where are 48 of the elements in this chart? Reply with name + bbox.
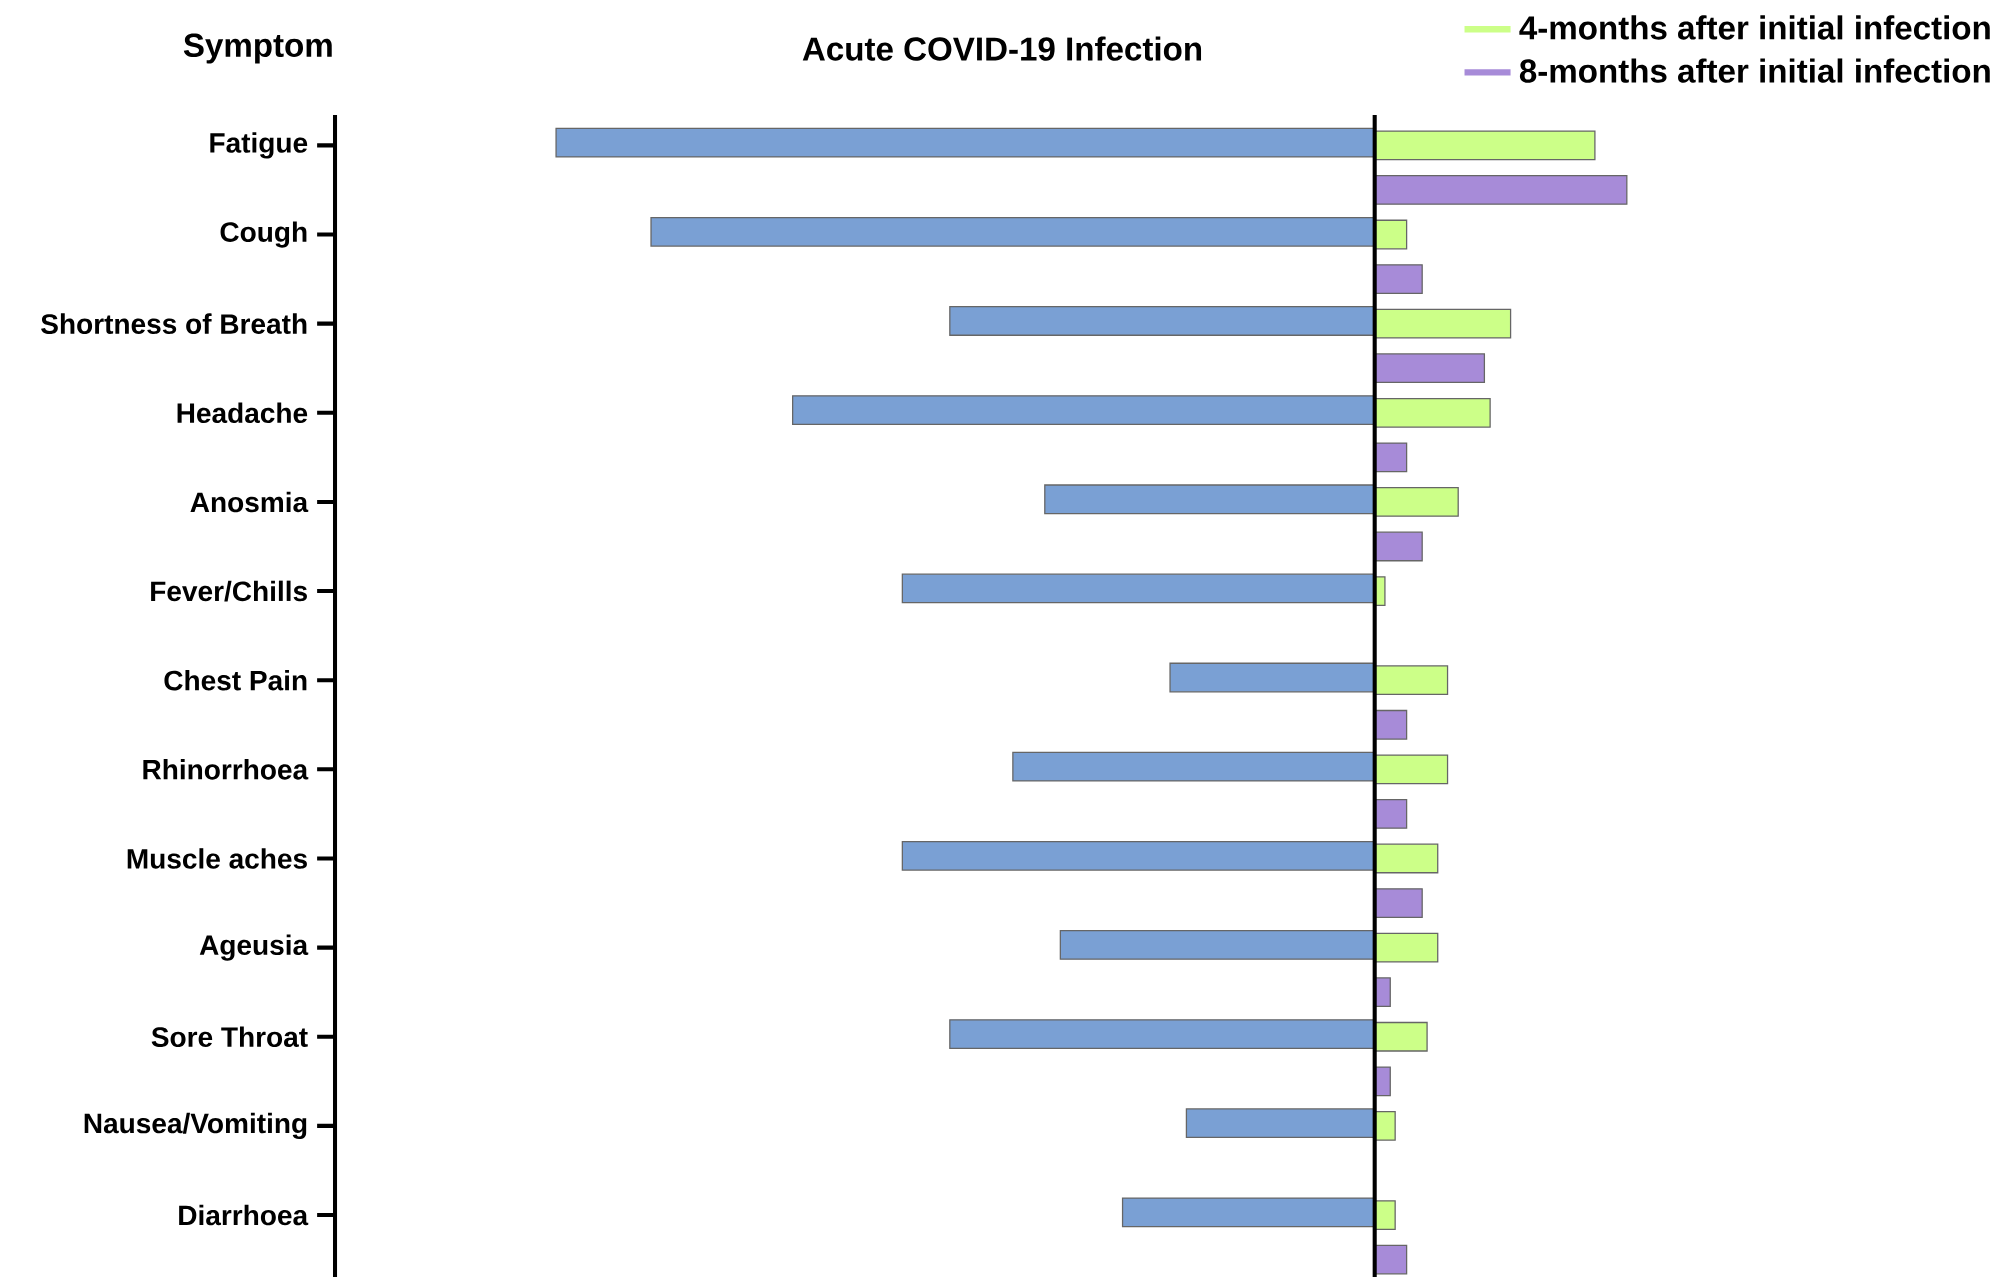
bar bbox=[1374, 798, 1408, 829]
bar bbox=[1374, 174, 1628, 205]
bar bbox=[1374, 843, 1439, 874]
bar bbox=[1374, 665, 1449, 695]
bar bbox=[1374, 531, 1423, 562]
y-tick-label: Anosmia bbox=[190, 491, 309, 513]
bar bbox=[949, 305, 1376, 336]
bar bbox=[1374, 353, 1486, 383]
legend-label: 8-months after initial infection bbox=[1519, 58, 1990, 83]
y-axis-title: Symptom bbox=[183, 33, 332, 64]
bar bbox=[1121, 1197, 1376, 1228]
y-tick-label: Fever/Chills bbox=[151, 580, 307, 602]
bar bbox=[1059, 929, 1376, 960]
bar bbox=[1374, 397, 1491, 428]
bar bbox=[1169, 662, 1376, 693]
y-tick-label: Chest Pain bbox=[164, 669, 307, 691]
bar bbox=[1012, 751, 1376, 782]
bar bbox=[1044, 484, 1376, 514]
bar bbox=[1374, 442, 1408, 473]
bar bbox=[901, 573, 1376, 604]
y-tick-label: Rhinorrhoea bbox=[143, 758, 309, 780]
bar bbox=[1185, 1108, 1376, 1138]
bar bbox=[1374, 1244, 1408, 1275]
y-tick-label: Muscle aches bbox=[127, 847, 307, 869]
y-tick-label: Shortness of Breath bbox=[41, 313, 307, 334]
bar bbox=[1374, 932, 1439, 963]
bar bbox=[792, 395, 1376, 425]
bar bbox=[1374, 263, 1423, 294]
y-tick-label: Diarrhoea bbox=[179, 1204, 309, 1226]
bar bbox=[949, 1018, 1376, 1049]
bar bbox=[1374, 1021, 1428, 1052]
bar bbox=[1374, 754, 1449, 785]
legend-label: 4-months after initial infection bbox=[1519, 15, 1990, 40]
y-tick-label: Fatigue bbox=[210, 132, 308, 159]
y-tick-label: Headache bbox=[177, 402, 308, 423]
y-tick-label: Ageusia bbox=[199, 934, 309, 961]
bar bbox=[1374, 887, 1423, 918]
bar bbox=[1374, 709, 1408, 740]
bar bbox=[901, 840, 1376, 871]
bar bbox=[650, 216, 1376, 247]
y-tick-label: Sore Throat bbox=[151, 1026, 308, 1047]
bar bbox=[1374, 308, 1512, 339]
bar bbox=[1374, 486, 1459, 517]
y-tick-label: Cough bbox=[220, 221, 307, 248]
text: Acute COVID-19 Infection bbox=[802, 36, 1202, 61]
bar bbox=[555, 127, 1376, 158]
bar bbox=[1374, 130, 1596, 161]
y-tick-label: Nausea/Vomiting bbox=[84, 1112, 307, 1139]
